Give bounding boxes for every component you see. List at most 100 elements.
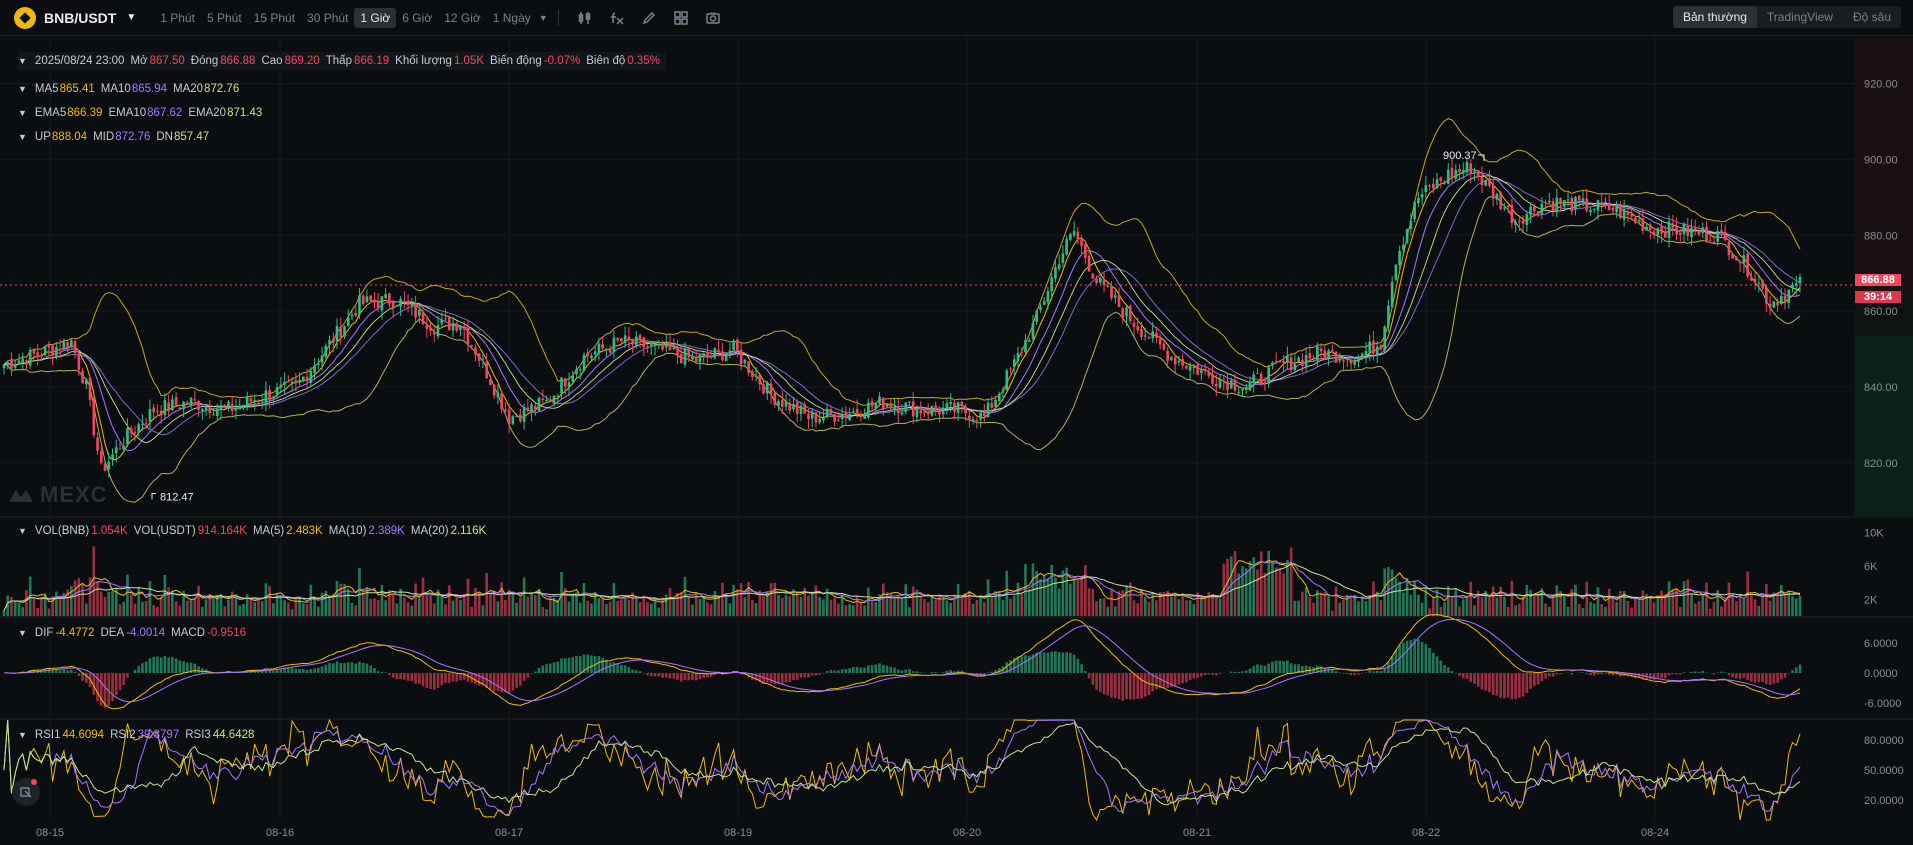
candle-body: [455, 323, 459, 331]
candle-body: [1271, 362, 1274, 366]
candle-body: [1301, 359, 1304, 367]
candle-body: [432, 332, 436, 335]
interval-tab[interactable]: 12 Giờ: [444, 10, 481, 25]
volume-bar: [799, 597, 803, 616]
volume-bar: [1596, 587, 1600, 616]
interval-tab[interactable]: 30 Phút: [307, 10, 349, 25]
watermark-text: MEXC: [40, 482, 108, 507]
ma-collapse-icon[interactable]: ▼: [18, 84, 27, 94]
candle-body: [1450, 167, 1454, 178]
volume-bar: [376, 600, 380, 616]
volume-bar: [1604, 606, 1607, 616]
volume-bar: [968, 590, 971, 616]
volume-bar: [657, 607, 661, 616]
layout-grid-icon[interactable]: [669, 6, 693, 30]
macd-histogram-bar: [881, 665, 885, 673]
interval-more-caret-icon[interactable]: ▼: [538, 12, 548, 23]
volume-bar: [279, 597, 283, 616]
volume-bar: [230, 591, 234, 616]
volume-bar: [137, 586, 141, 616]
candle-body: [99, 451, 103, 463]
macd-histogram-bar: [1027, 655, 1031, 673]
draw-pen-icon[interactable]: [637, 6, 661, 30]
volume-bar: [1518, 603, 1521, 616]
macd-histogram-bar: [1274, 660, 1278, 673]
candle-body: [1012, 359, 1016, 367]
volume-bar: [1757, 605, 1761, 616]
volume-bar: [1626, 600, 1630, 616]
macd-histogram-bar: [997, 667, 1001, 673]
candle-body: [679, 353, 683, 364]
volume-bar: [85, 603, 88, 616]
candle-type-icon[interactable]: [573, 6, 597, 30]
candle-body: [908, 401, 911, 403]
ema-collapse-icon[interactable]: ▼: [18, 108, 27, 118]
rsi-collapse-icon[interactable]: ▼: [18, 730, 27, 740]
volume-bar: [459, 599, 462, 616]
candle-body: [926, 412, 930, 415]
macd-histogram-bar: [1551, 673, 1555, 677]
volume-bar: [578, 602, 582, 616]
boll-collapse-icon[interactable]: ▼: [18, 132, 27, 142]
indicator-settings-button[interactable]: [12, 778, 40, 806]
macd-collapse-icon[interactable]: ▼: [18, 628, 27, 638]
view-tab[interactable]: Độ sâu: [1852, 10, 1891, 24]
camera-icon[interactable]: [701, 6, 725, 30]
interval-tab[interactable]: 15 Phút: [253, 10, 296, 25]
candle-body: [1009, 368, 1012, 370]
volume-bar: [1761, 595, 1764, 616]
vol-ma20-line: [3, 563, 1801, 611]
view-tab[interactable]: Bản thường: [1672, 6, 1757, 28]
indicator-fx-icon[interactable]: [605, 6, 629, 30]
view-tab[interactable]: TradingView: [1766, 10, 1833, 24]
chart-canvas[interactable]: 920.00900.00880.00860.00840.00820.00900.…: [0, 36, 1913, 845]
volume-bar: [747, 581, 750, 616]
volume-bar: [1529, 589, 1532, 616]
candle-body: [137, 424, 141, 434]
candle-body: [941, 407, 945, 415]
volume-bar: [489, 594, 492, 616]
candle-body: [1398, 250, 1401, 266]
candle-body: [1604, 201, 1607, 203]
pair-name[interactable]: BNB/USDT: [44, 9, 117, 26]
volume-bar: [1420, 602, 1424, 616]
macd-histogram-bar: [171, 657, 174, 673]
macd-histogram-bar: [941, 672, 945, 673]
macd-histogram-bar: [28, 670, 32, 673]
candle-body: [1413, 202, 1416, 220]
candle-body: [1080, 239, 1083, 247]
candle-body: [320, 355, 324, 363]
interval-tab[interactable]: 1 Ngày: [492, 10, 531, 25]
volume-bar: [1405, 577, 1409, 616]
interval-tab[interactable]: 1 Giờ: [354, 7, 397, 28]
volume-bar: [361, 590, 365, 616]
price-tick-label: 860.00: [1864, 306, 1898, 318]
volume-bar: [447, 585, 451, 616]
macd-histogram-bar: [1518, 673, 1521, 698]
candle-body: [316, 363, 320, 366]
volume-bar: [1649, 598, 1652, 616]
volume-bar: [238, 605, 242, 616]
candle-body: [631, 339, 634, 345]
interval-tab[interactable]: 5 Phút: [206, 10, 242, 25]
macd-histogram-bar: [1084, 670, 1087, 673]
macd-histogram-bar: [1128, 673, 1132, 700]
candle-body: [470, 345, 474, 347]
pair-dropdown-caret-icon[interactable]: ▼: [126, 12, 137, 23]
interval-tab[interactable]: 1 Phút: [160, 10, 195, 25]
candle-body: [1585, 198, 1589, 211]
macd-histogram-bar: [1233, 671, 1237, 673]
ohlc-collapse-icon[interactable]: ▼: [18, 56, 27, 66]
vol-collapse-icon[interactable]: ▼: [18, 526, 27, 536]
candle-body: [88, 377, 92, 400]
macd-histogram-bar: [1607, 673, 1611, 675]
interval-tab[interactable]: 6 Giờ: [402, 10, 433, 25]
candle-body: [983, 412, 986, 416]
macd-histogram-bar: [447, 673, 451, 683]
candle-body: [653, 343, 657, 346]
candle-body: [870, 401, 874, 407]
candle-body: [1476, 170, 1480, 178]
volume-bar: [923, 599, 926, 616]
candle-body: [837, 419, 840, 421]
candle-body: [1282, 360, 1285, 364]
